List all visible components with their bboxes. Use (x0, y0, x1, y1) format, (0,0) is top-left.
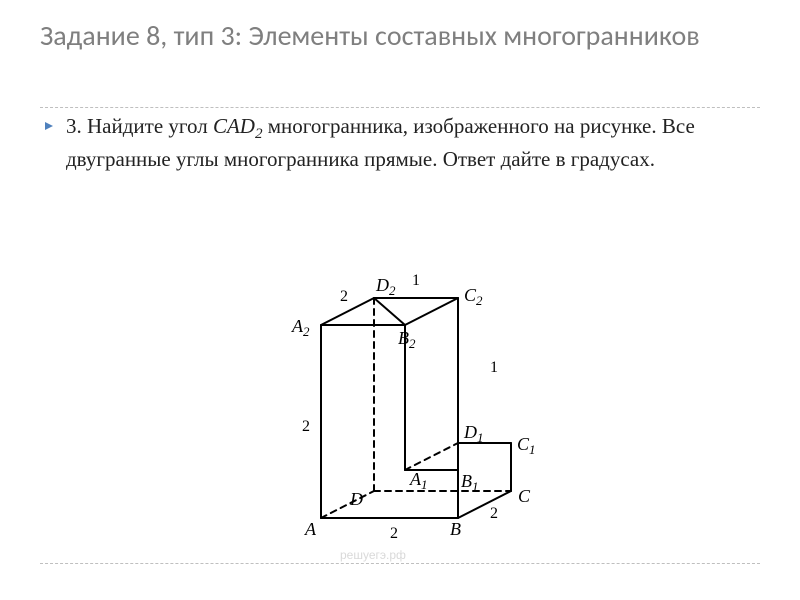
svg-text:C1: C1 (517, 434, 536, 457)
svg-text:A1: A1 (409, 469, 427, 492)
svg-text:2: 2 (490, 505, 498, 522)
divider-bottom (40, 563, 760, 564)
svg-text:C: C (518, 486, 531, 506)
svg-text:2: 2 (340, 288, 348, 305)
body-text: 3. Найдите угол CAD2 многогранника, изоб… (44, 112, 756, 173)
slide: Задание 8, тип 3: Элементы составных мно… (0, 0, 800, 600)
svg-text:B2: B2 (398, 328, 416, 351)
svg-text:D1: D1 (463, 422, 483, 445)
bullet-item: 3. Найдите угол CAD2 многогранника, изоб… (44, 112, 756, 173)
polyhedron-figure: A B C D A1 B1 C1 D1 A2 B2 C2 D2 1 2 1 2 2 2 (250, 235, 570, 545)
problem-prefix: 3. Найдите угол (66, 114, 213, 138)
problem-text: 3. Найдите угол CAD2 многогранника, изоб… (66, 112, 756, 173)
svg-text:2: 2 (390, 525, 398, 542)
divider-top (40, 107, 760, 108)
watermark-text: решуегэ.рф (340, 548, 406, 562)
problem-variable: CAD (213, 114, 255, 138)
bullet-marker-icon (44, 121, 62, 131)
svg-text:B: B (450, 519, 461, 539)
svg-text:A: A (304, 519, 317, 539)
problem-variable-sub: 2 (255, 126, 263, 142)
svg-text:D: D (349, 489, 363, 509)
svg-text:1: 1 (490, 359, 498, 376)
slide-title: Задание 8, тип 3: Элементы составных мно… (40, 18, 760, 53)
svg-text:1: 1 (412, 272, 420, 289)
svg-text:2: 2 (302, 418, 310, 435)
svg-text:B1: B1 (461, 471, 478, 494)
svg-text:D2: D2 (375, 275, 396, 298)
svg-text:C2: C2 (464, 285, 483, 308)
svg-text:A2: A2 (291, 316, 310, 339)
